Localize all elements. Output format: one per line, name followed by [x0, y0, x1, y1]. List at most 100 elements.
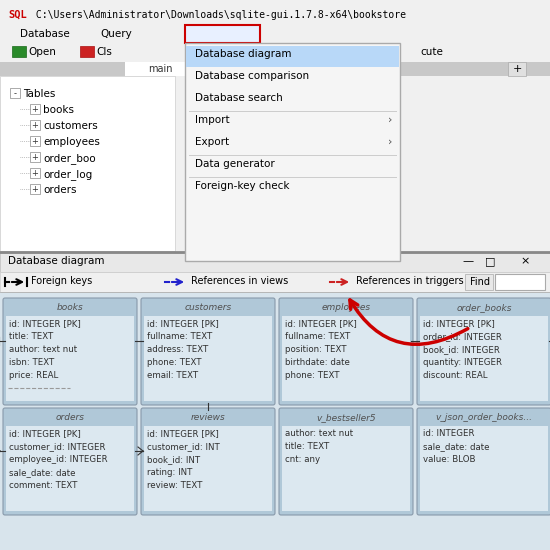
- Text: reviews: reviews: [191, 413, 226, 422]
- Text: cnt: any: cnt: any: [285, 455, 320, 464]
- Text: isbn: TEXT: isbn: TEXT: [9, 358, 54, 367]
- Text: order_books: order_books: [456, 303, 512, 312]
- FancyBboxPatch shape: [508, 62, 526, 76]
- Text: Database comparison: Database comparison: [195, 71, 309, 81]
- Text: orders: orders: [43, 185, 76, 195]
- FancyBboxPatch shape: [30, 136, 40, 146]
- Text: Find: Find: [470, 277, 490, 287]
- Text: Export: Export: [195, 137, 229, 147]
- Text: customer_id: INTEGER: customer_id: INTEGER: [9, 442, 106, 451]
- Text: orders: orders: [56, 413, 85, 422]
- Text: References in triggers: References in triggers: [356, 276, 464, 286]
- Text: Import: Import: [195, 115, 230, 125]
- Text: References in views: References in views: [191, 276, 288, 286]
- Text: Tables: Tables: [23, 89, 56, 99]
- Text: discount: REAL: discount: REAL: [423, 371, 487, 380]
- Text: title: TEXT: title: TEXT: [9, 332, 53, 341]
- Text: Data generator: Data generator: [195, 159, 275, 169]
- FancyBboxPatch shape: [420, 426, 548, 511]
- Text: employees: employees: [43, 137, 100, 147]
- FancyBboxPatch shape: [6, 426, 134, 511]
- FancyBboxPatch shape: [0, 26, 550, 44]
- FancyBboxPatch shape: [0, 62, 550, 76]
- Text: quantity: INTEGER: quantity: INTEGER: [423, 358, 502, 367]
- Text: customers: customers: [43, 121, 98, 131]
- Text: employees: employees: [321, 303, 371, 312]
- FancyBboxPatch shape: [495, 274, 545, 290]
- Text: customer_id: INT: customer_id: INT: [147, 442, 220, 451]
- FancyBboxPatch shape: [30, 120, 40, 130]
- FancyBboxPatch shape: [30, 184, 40, 194]
- FancyBboxPatch shape: [144, 316, 272, 401]
- Text: Tools: Tools: [195, 29, 221, 39]
- Text: —: —: [462, 256, 473, 266]
- Text: ×: ×: [520, 256, 529, 266]
- FancyBboxPatch shape: [6, 316, 134, 401]
- FancyBboxPatch shape: [3, 298, 137, 405]
- Text: books: books: [57, 303, 84, 312]
- FancyBboxPatch shape: [417, 298, 550, 405]
- Text: customers: customers: [184, 303, 232, 312]
- Text: author: text nut: author: text nut: [9, 345, 77, 354]
- Text: +: +: [31, 169, 38, 178]
- Text: Database search: Database search: [195, 93, 283, 103]
- FancyBboxPatch shape: [10, 88, 20, 98]
- Text: title: TEXT: title: TEXT: [285, 442, 329, 451]
- Text: order_log: order_log: [43, 169, 92, 180]
- FancyBboxPatch shape: [279, 298, 413, 405]
- FancyBboxPatch shape: [30, 104, 40, 114]
- FancyBboxPatch shape: [0, 292, 550, 550]
- Text: Foreign-key check: Foreign-key check: [195, 181, 289, 191]
- FancyBboxPatch shape: [282, 316, 410, 401]
- Text: comment: TEXT: comment: TEXT: [9, 481, 78, 490]
- Text: value: BLOB: value: BLOB: [423, 455, 476, 464]
- FancyBboxPatch shape: [420, 316, 548, 401]
- Text: book_id: INT: book_id: INT: [147, 455, 200, 464]
- Text: rating: INT: rating: INT: [147, 468, 192, 477]
- Text: main: main: [148, 64, 173, 74]
- Text: □: □: [485, 256, 496, 266]
- Text: author: text nut: author: text nut: [285, 429, 353, 438]
- Text: C:\Users\Administrator\Downloads\sqlite-gui.1.7.8-x64\bookstore: C:\Users\Administrator\Downloads\sqlite-…: [30, 10, 406, 20]
- FancyBboxPatch shape: [185, 43, 400, 261]
- FancyBboxPatch shape: [0, 44, 550, 62]
- Text: address: TEXT: address: TEXT: [147, 345, 208, 354]
- Text: email: TEXT: email: TEXT: [147, 371, 198, 380]
- Text: v_bestseller5: v_bestseller5: [316, 413, 376, 422]
- FancyBboxPatch shape: [0, 272, 550, 292]
- Text: phone: TEXT: phone: TEXT: [147, 358, 201, 367]
- Text: fullname: TEXT: fullname: TEXT: [285, 332, 350, 341]
- Text: sale_date: date: sale_date: date: [9, 468, 75, 477]
- FancyBboxPatch shape: [30, 168, 40, 178]
- Text: cute: cute: [420, 47, 443, 57]
- FancyBboxPatch shape: [0, 76, 175, 251]
- Text: Cls: Cls: [96, 47, 112, 57]
- FancyBboxPatch shape: [282, 426, 410, 511]
- Text: +: +: [31, 137, 38, 146]
- Text: +: +: [31, 105, 38, 114]
- FancyBboxPatch shape: [465, 274, 493, 290]
- FancyBboxPatch shape: [0, 8, 550, 26]
- Text: ›: ›: [388, 137, 392, 147]
- Text: +: +: [31, 185, 38, 194]
- Text: Database diagram: Database diagram: [8, 256, 104, 266]
- Text: phone: TEXT: phone: TEXT: [285, 371, 339, 380]
- FancyBboxPatch shape: [12, 46, 26, 57]
- FancyBboxPatch shape: [144, 426, 272, 511]
- Text: +: +: [512, 64, 522, 74]
- Text: order_boo: order_boo: [43, 153, 96, 164]
- FancyBboxPatch shape: [279, 408, 413, 515]
- FancyBboxPatch shape: [141, 408, 275, 515]
- Text: Open: Open: [28, 47, 56, 57]
- Text: id: INTEGER [PK]: id: INTEGER [PK]: [9, 319, 81, 328]
- FancyBboxPatch shape: [0, 253, 550, 272]
- FancyBboxPatch shape: [186, 46, 399, 67]
- Text: Database: Database: [20, 29, 70, 39]
- Text: position: TEXT: position: TEXT: [285, 345, 346, 354]
- FancyBboxPatch shape: [80, 46, 94, 57]
- Text: sale_date: date: sale_date: date: [423, 442, 490, 451]
- Text: id: INTEGER [PK]: id: INTEGER [PK]: [147, 319, 219, 328]
- Text: price: REAL: price: REAL: [9, 371, 58, 380]
- Text: id: INTEGER [PK]: id: INTEGER [PK]: [423, 319, 495, 328]
- FancyBboxPatch shape: [417, 408, 550, 515]
